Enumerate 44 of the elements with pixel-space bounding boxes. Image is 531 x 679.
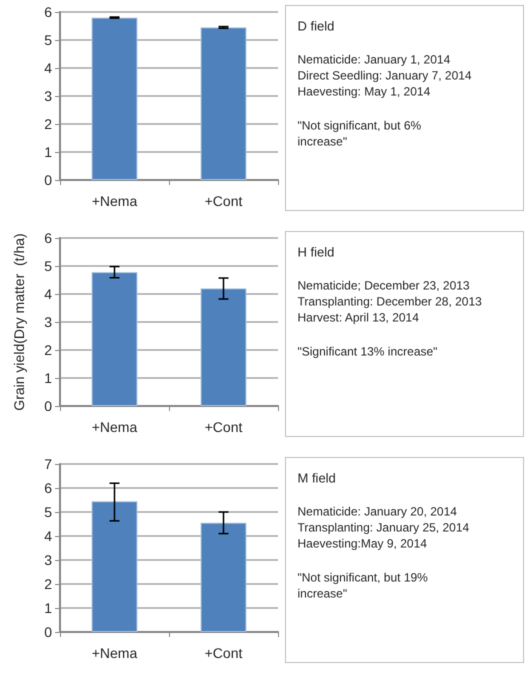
x-tick-label: +Nema [92,419,138,435]
x-tick-label: +Cont [204,645,242,661]
y-tick-label: 6 [44,230,52,246]
y-tick-label: 4 [44,286,52,302]
y-tick-label: 3 [44,88,52,104]
y-tick-label: 7 [44,456,52,472]
text: Nematicide; December 23, 2013 [298,278,470,292]
y-tick-label: 3 [44,552,52,568]
y-axis-title: Grain yield(Dry matter (t/ha) [11,233,27,411]
y-tick-label: 5 [44,32,52,48]
text: Transplanting: January 25, 2014 [298,520,470,534]
text: H field [298,244,334,260]
text: "Significant 13% increase" [298,344,438,358]
text: Nematicide: January 1, 2014 [298,52,451,66]
y-tick-label: 1 [44,370,52,386]
text: "Not significant, but 6% increase" [298,118,424,148]
text: Haevesting: May 1, 2014 [298,84,431,98]
text: Direct Seedling: January 7, 2014 [298,68,472,82]
y-tick-label: 3 [44,314,52,330]
x-tick-label: +Cont [204,419,242,435]
text: M field [298,470,336,486]
y-tick-label: 5 [44,258,52,274]
text: D field [298,18,334,34]
y-tick-label: 0 [44,172,52,188]
y-tick-label: 6 [44,480,52,496]
x-tick-label: +Cont [204,193,242,209]
text: Harvest: April 13, 2014 [298,310,420,324]
y-tick-label: 1 [44,144,52,160]
y-tick-label: 4 [44,60,52,76]
x-tick-label: +Nema [92,645,138,661]
text: Haevesting:May 9, 2014 [298,536,428,550]
y-tick-label: 2 [44,116,52,132]
y-tick-label: 2 [44,576,52,592]
text: "Not significant, but 19% increase" [298,570,432,600]
text: Transplanting: December 28, 2013 [298,294,482,308]
x-tick-label: +Nema [92,193,138,209]
y-tick-label: 4 [44,528,52,544]
y-tick-label: 5 [44,504,52,520]
y-tick-label: 1 [44,600,52,616]
text: Nematicide: January 20, 2014 [298,504,458,518]
y-tick-label: 6 [44,4,52,20]
y-tick-label: 0 [44,398,52,414]
y-tick-label: 2 [44,342,52,358]
y-tick-label: 0 [44,624,52,640]
